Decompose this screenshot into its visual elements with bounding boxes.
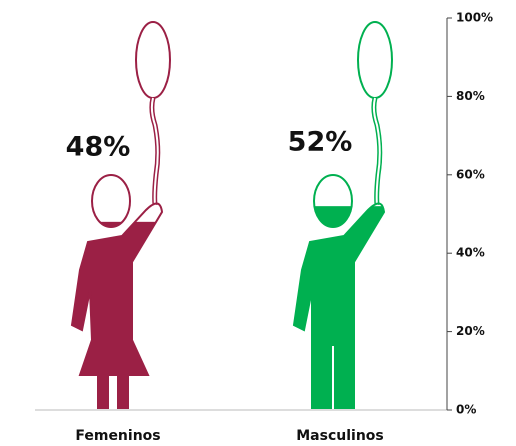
value-label: 52% [288, 127, 353, 158]
figure-fill [72, 221, 170, 408]
figure-outline [70, 21, 171, 409]
head [91, 174, 131, 228]
x-tick-label: Masculinos [296, 428, 384, 444]
y-tick-label: 40% [456, 246, 485, 260]
string-inner [372, 97, 381, 206]
balloon [135, 21, 171, 99]
value-label: 48% [66, 132, 131, 163]
figure-outline [292, 21, 393, 409]
head [313, 174, 353, 228]
y-tick-label: 80% [456, 89, 485, 103]
x-tick-label: Femeninos [75, 428, 160, 444]
string-inner [150, 97, 159, 206]
body [292, 202, 386, 409]
y-tick-label: 60% [456, 167, 485, 181]
y-tick-label: 100% [456, 11, 493, 25]
y-tick-label: 20% [456, 324, 485, 338]
y-tick-label: 0% [456, 403, 476, 417]
body [70, 202, 164, 409]
balloon [357, 21, 393, 99]
